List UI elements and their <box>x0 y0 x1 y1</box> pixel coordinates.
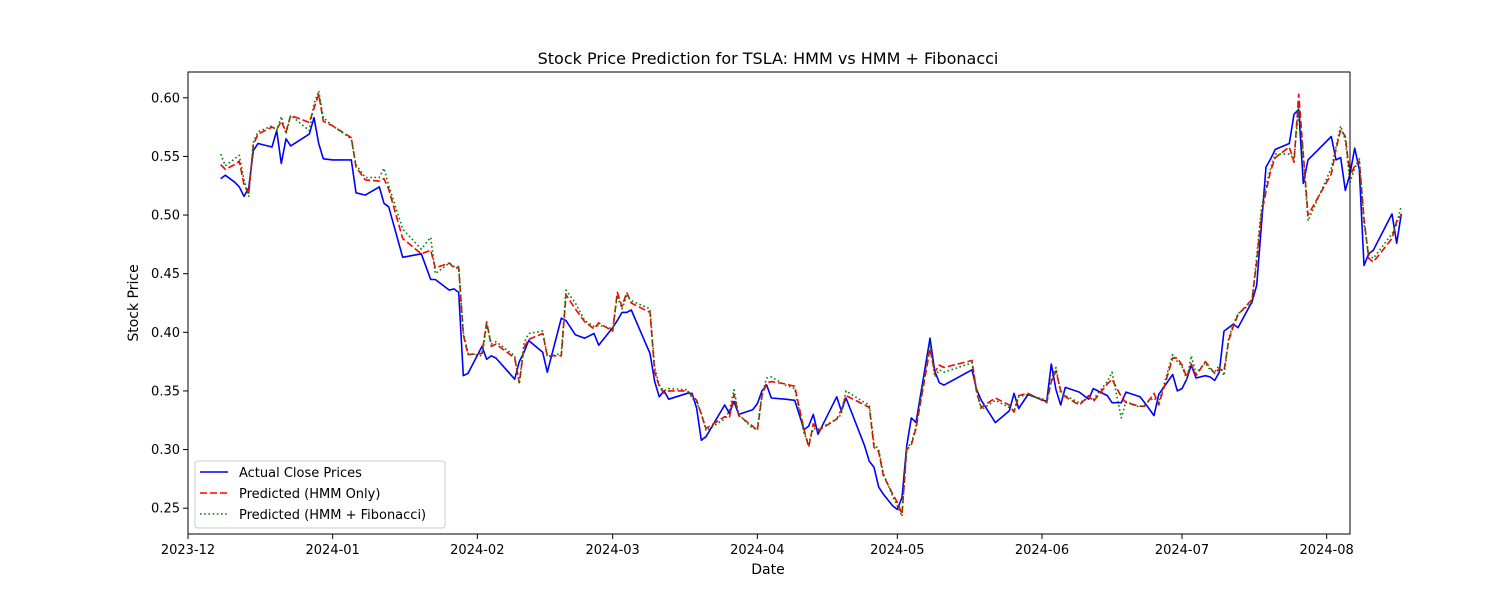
x-tick-label: 2024-04 <box>730 543 784 558</box>
x-tick-label: 2024-07 <box>1155 543 1209 558</box>
legend-box <box>194 460 446 529</box>
x-tick-label: 2024-02 <box>450 543 504 558</box>
series-line-3 <box>219 90 1403 518</box>
plot-frame <box>187 71 1351 535</box>
y-tick-label: 0.60 <box>151 91 180 106</box>
y-axis: 0.25 0.30 0.35 0.40 0.45 0.50 0.55 0.60 <box>151 91 188 517</box>
x-tick-label: 2024-06 <box>1015 543 1069 558</box>
series-line-1 <box>220 108 1403 511</box>
y-tick-label: 0.30 <box>151 443 180 458</box>
x-tick-label: 2023-12 <box>161 543 215 558</box>
x-tick-label: 2024-01 <box>306 543 360 558</box>
chart-title: Stock Price Prediction for TSLA: HMM vs … <box>538 49 999 68</box>
y-tick-label: 0.35 <box>151 384 180 399</box>
legend-label-3: Predicted (HMM + Fibonacci) <box>239 508 426 523</box>
y-tick-label: 0.45 <box>151 267 180 282</box>
plot-series <box>219 90 1403 518</box>
legend-label-2: Predicted (HMM Only) <box>239 487 380 502</box>
legend: Actual Close Prices Predicted (HMM Only) P… <box>194 460 446 529</box>
x-axis-label: Date <box>751 562 784 578</box>
y-tick-label: 0.25 <box>151 502 180 517</box>
y-tick-label: 0.50 <box>151 209 180 224</box>
y-tick-label: 0.40 <box>151 326 180 341</box>
x-axis: 2023-12 2024-01 2024-02 2024-03 2024-04 2024-… <box>161 534 1354 558</box>
x-tick-label: 2024-08 <box>1300 543 1354 558</box>
y-axis-label: Stock Price <box>126 264 142 341</box>
x-tick-label: 2024-03 <box>586 543 640 558</box>
y-tick-label: 0.55 <box>151 150 180 165</box>
legend-label-1: Actual Close Prices <box>239 466 362 481</box>
x-tick-label: 2024-05 <box>870 543 924 558</box>
